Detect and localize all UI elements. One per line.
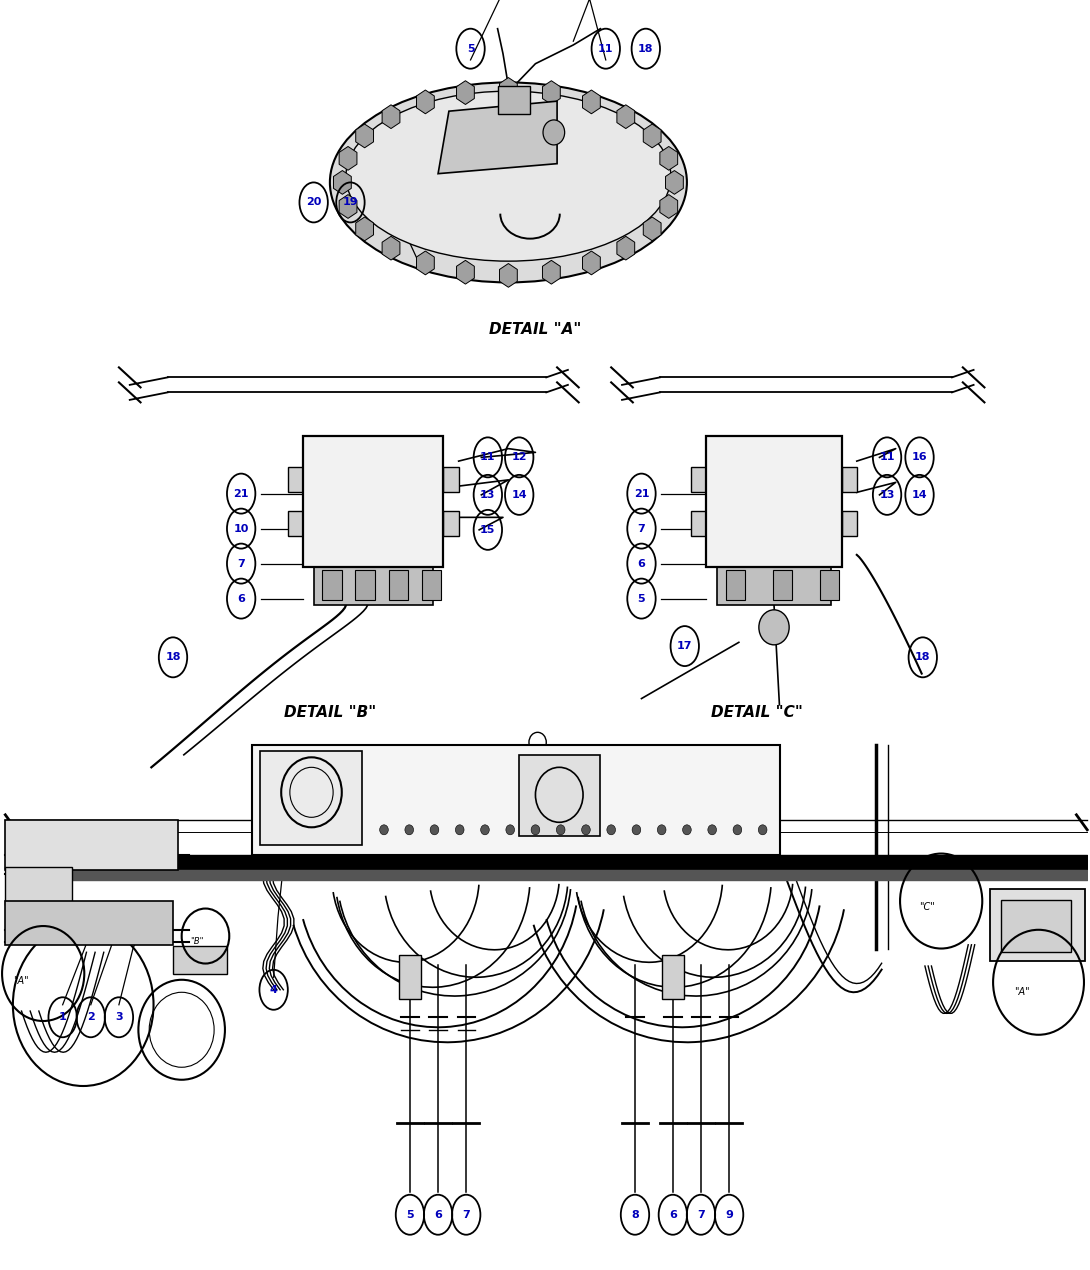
Circle shape [481, 824, 489, 834]
FancyBboxPatch shape [820, 570, 839, 599]
Circle shape [734, 824, 741, 834]
Text: 21: 21 [633, 489, 650, 499]
Text: "B": "B" [190, 936, 204, 946]
FancyBboxPatch shape [252, 744, 780, 855]
Text: 6: 6 [238, 593, 245, 603]
FancyBboxPatch shape [706, 436, 841, 568]
FancyBboxPatch shape [5, 867, 72, 904]
Text: "A": "A" [1015, 987, 1030, 997]
FancyBboxPatch shape [314, 565, 433, 605]
FancyBboxPatch shape [691, 511, 706, 536]
Text: 16: 16 [911, 452, 928, 462]
Circle shape [657, 824, 666, 834]
Text: 14: 14 [511, 490, 528, 500]
Circle shape [404, 824, 413, 834]
FancyBboxPatch shape [662, 955, 683, 998]
Text: 18: 18 [638, 43, 654, 53]
FancyBboxPatch shape [691, 467, 706, 493]
FancyBboxPatch shape [841, 511, 857, 536]
Text: 12: 12 [511, 452, 526, 462]
Circle shape [759, 610, 789, 645]
FancyBboxPatch shape [726, 570, 746, 599]
Ellipse shape [330, 83, 687, 282]
Text: 6: 6 [638, 559, 645, 569]
Circle shape [556, 824, 565, 834]
Text: 2: 2 [87, 1012, 95, 1022]
Text: 20: 20 [306, 197, 322, 207]
FancyBboxPatch shape [355, 570, 375, 599]
Circle shape [582, 824, 591, 834]
Text: 17: 17 [677, 641, 692, 652]
Text: 1: 1 [59, 1012, 66, 1022]
Text: 10: 10 [233, 523, 249, 533]
Circle shape [506, 824, 514, 834]
FancyBboxPatch shape [5, 820, 179, 870]
Text: 15: 15 [481, 525, 496, 535]
Text: 3: 3 [116, 1012, 123, 1022]
Text: 7: 7 [238, 559, 245, 569]
Text: 5: 5 [467, 43, 474, 53]
Circle shape [431, 824, 439, 834]
Text: 6: 6 [434, 1210, 443, 1219]
Text: 13: 13 [880, 490, 895, 500]
Text: 7: 7 [698, 1210, 705, 1219]
Text: 11: 11 [480, 452, 496, 462]
FancyBboxPatch shape [717, 565, 831, 605]
FancyBboxPatch shape [303, 436, 444, 568]
FancyBboxPatch shape [497, 86, 530, 114]
FancyBboxPatch shape [444, 467, 459, 493]
Circle shape [379, 824, 388, 834]
FancyBboxPatch shape [773, 570, 792, 599]
FancyBboxPatch shape [288, 511, 303, 536]
FancyBboxPatch shape [173, 946, 227, 974]
Text: DETAIL "A": DETAIL "A" [489, 323, 582, 338]
FancyBboxPatch shape [519, 754, 601, 836]
Circle shape [682, 824, 691, 834]
FancyBboxPatch shape [5, 900, 173, 945]
Circle shape [531, 824, 540, 834]
Ellipse shape [346, 91, 670, 262]
Text: 7: 7 [638, 523, 645, 533]
Text: 7: 7 [462, 1210, 470, 1219]
Circle shape [707, 824, 716, 834]
Text: DETAIL "B": DETAIL "B" [283, 705, 376, 720]
Text: "A": "A" [13, 977, 28, 986]
Circle shape [543, 119, 565, 145]
Circle shape [759, 824, 767, 834]
Text: 9: 9 [725, 1210, 734, 1219]
Circle shape [632, 824, 641, 834]
FancyBboxPatch shape [259, 751, 362, 845]
Text: 5: 5 [407, 1210, 414, 1219]
Text: DETAIL "C": DETAIL "C" [712, 705, 803, 720]
Circle shape [607, 824, 616, 834]
Text: 13: 13 [481, 490, 496, 500]
Circle shape [456, 824, 464, 834]
FancyBboxPatch shape [422, 570, 441, 599]
Text: 8: 8 [631, 1210, 639, 1219]
Text: 18: 18 [166, 653, 181, 663]
FancyBboxPatch shape [288, 467, 303, 493]
FancyBboxPatch shape [841, 467, 857, 493]
Text: "C": "C" [919, 902, 935, 912]
Text: 5: 5 [638, 593, 645, 603]
Text: 18: 18 [915, 653, 931, 663]
Polygon shape [438, 102, 557, 174]
Text: 14: 14 [911, 490, 928, 500]
Text: 19: 19 [342, 197, 359, 207]
Text: 11: 11 [598, 43, 614, 53]
FancyBboxPatch shape [1001, 899, 1071, 952]
Text: 4: 4 [269, 984, 278, 994]
FancyBboxPatch shape [990, 889, 1085, 961]
FancyBboxPatch shape [444, 511, 459, 536]
Text: 11: 11 [880, 452, 895, 462]
Text: 6: 6 [669, 1210, 677, 1219]
FancyBboxPatch shape [323, 570, 342, 599]
FancyBboxPatch shape [389, 570, 408, 599]
FancyBboxPatch shape [399, 955, 421, 998]
Text: 21: 21 [233, 489, 249, 499]
